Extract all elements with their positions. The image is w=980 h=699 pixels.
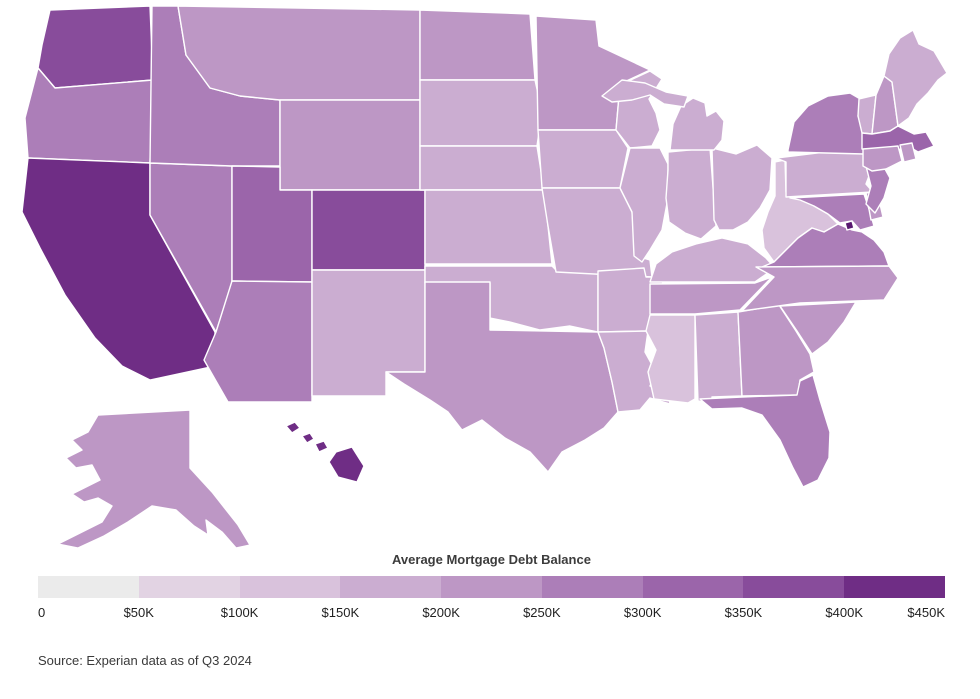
legend: Average Mortgage Debt Balance 0 $50K $100K…	[38, 552, 946, 623]
legend-segment	[743, 576, 845, 598]
legend-tick-labels: 0 $50K $100K $150K $200K $250K $300K $350K $400K…	[38, 605, 945, 623]
legend-tick: $250K	[523, 605, 561, 620]
state-colorado[interactable]	[311, 189, 426, 271]
legend-tick: $300K	[623, 605, 662, 620]
state-montana[interactable]	[177, 5, 421, 101]
state-michigan-upper[interactable]	[601, 79, 689, 108]
state-illinois[interactable]	[619, 147, 669, 263]
legend-segment	[441, 576, 542, 598]
legend-tick: $450K	[907, 605, 945, 620]
state-south-carolina[interactable]	[779, 301, 857, 355]
state-florida[interactable]	[699, 374, 831, 488]
legend-segment	[38, 576, 139, 598]
state-kentucky[interactable]	[649, 237, 776, 283]
legend-tick: $50K	[123, 605, 154, 620]
legend-segment	[340, 576, 442, 598]
state-rhode-island[interactable]	[899, 142, 917, 163]
state-michigan-lower[interactable]	[669, 97, 725, 151]
legend-tick: $400K	[825, 605, 864, 620]
state-hawaii[interactable]	[285, 421, 365, 483]
legend-segment	[239, 576, 341, 598]
state-district-of-columbia[interactable]	[844, 220, 855, 231]
state-north-carolina[interactable]	[741, 265, 899, 312]
state-alaska[interactable]	[57, 409, 251, 549]
legend-tick: $100K	[220, 605, 259, 620]
state-iowa[interactable]	[537, 129, 629, 189]
legend-color-scale	[38, 576, 946, 598]
state-indiana[interactable]	[665, 147, 717, 240]
state-mississippi[interactable]	[645, 314, 696, 404]
state-virginia[interactable]	[761, 223, 890, 268]
state-nebraska[interactable]	[419, 145, 545, 191]
state-tennessee[interactable]	[649, 276, 773, 315]
state-ohio[interactable]	[711, 144, 773, 231]
legend-segment	[642, 576, 744, 598]
state-washington[interactable]	[37, 5, 154, 89]
legend-segment	[541, 576, 643, 598]
legend-tick: $150K	[321, 605, 360, 620]
state-kansas[interactable]	[424, 189, 553, 265]
us-map	[21, 5, 948, 549]
legend-tick: $200K	[422, 605, 460, 620]
state-south-dakota[interactable]	[419, 79, 543, 147]
legend-tick: 0	[38, 605, 46, 620]
state-wyoming[interactable]	[279, 99, 421, 191]
legend-title: Average Mortgage Debt Balance	[392, 552, 591, 567]
state-connecticut[interactable]	[862, 145, 903, 172]
state-north-dakota[interactable]	[419, 9, 536, 81]
state-maine[interactable]	[883, 29, 948, 127]
legend-tick: $350K	[724, 605, 763, 620]
legend-segment	[138, 576, 240, 598]
state-alabama[interactable]	[694, 311, 743, 404]
source-note: Source: Experian data as of Q3 2024	[38, 653, 252, 668]
legend-segment	[844, 576, 946, 598]
